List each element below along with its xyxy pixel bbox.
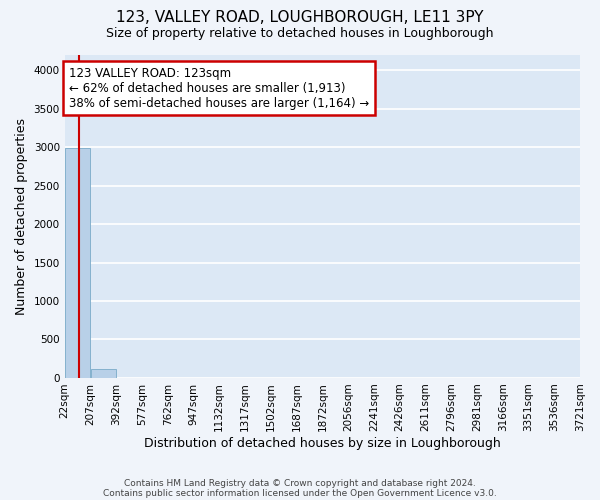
X-axis label: Distribution of detached houses by size in Loughborough: Distribution of detached houses by size … [144, 437, 501, 450]
Bar [65, 148, 90, 378]
Bar [91, 368, 116, 378]
Text: 123, VALLEY ROAD, LOUGHBOROUGH, LE11 3PY: 123, VALLEY ROAD, LOUGHBOROUGH, LE11 3PY [116, 10, 484, 25]
Text: Size of property relative to detached houses in Loughborough: Size of property relative to detached ho… [106, 28, 494, 40]
Text: Contains HM Land Registry data © Crown copyright and database right 2024.: Contains HM Land Registry data © Crown c… [124, 478, 476, 488]
Y-axis label: Number of detached properties: Number of detached properties [15, 118, 28, 315]
Text: Contains public sector information licensed under the Open Government Licence v3: Contains public sector information licen… [103, 488, 497, 498]
Text: 123 VALLEY ROAD: 123sqm
← 62% of detached houses are smaller (1,913)
38% of semi: 123 VALLEY ROAD: 123sqm ← 62% of detache… [68, 66, 369, 110]
